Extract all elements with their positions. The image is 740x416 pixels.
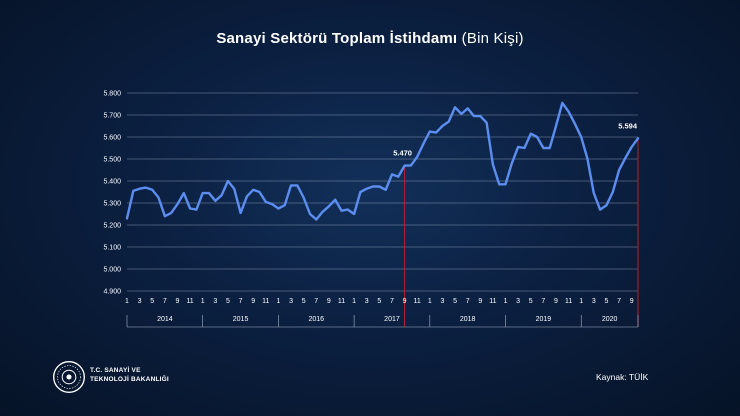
y-tick-label: 5.200 — [103, 223, 121, 230]
y-tick-label: 5.100 — [103, 245, 121, 252]
ministry-name: T.C. SANAYİ VE TEKNOLOJİ BAKANLIĞI — [90, 366, 169, 384]
x-tick-label: 9 — [176, 298, 180, 305]
data-label: 5.594 — [618, 121, 638, 130]
year-label: 2017 — [384, 316, 400, 323]
x-tick-label: 9 — [327, 298, 331, 305]
y-tick-label: 5.500 — [103, 157, 121, 164]
chart-title: Sanayi Sektörü Toplam İstihdamı (Bin Kiş… — [0, 30, 740, 47]
x-tick-label: 5 — [302, 298, 306, 305]
x-tick-label: 7 — [390, 298, 394, 305]
x-tick-label: 7 — [314, 298, 318, 305]
x-tick-label: 7 — [466, 298, 470, 305]
x-tick-label: 1 — [201, 298, 205, 305]
x-tick-label: 5 — [605, 298, 609, 305]
y-tick-label: 5.600 — [103, 135, 121, 142]
x-tick-label: 3 — [516, 298, 520, 305]
y-tick-label: 5.400 — [103, 179, 121, 186]
data-label: 5.470 — [393, 149, 412, 158]
series-line — [125, 101, 640, 221]
x-tick-label: 7 — [617, 298, 621, 305]
x-tick-label: 1 — [428, 298, 432, 305]
source-note: Kaynak: TÜİK — [596, 372, 649, 382]
x-tick-label: 9 — [478, 298, 482, 305]
ministry-name-line2: TEKNOLOJİ BAKANLIĞI — [90, 376, 169, 383]
x-tick-label: 1 — [579, 298, 583, 305]
series-lines — [125, 101, 640, 221]
x-tick-label: 3 — [289, 298, 293, 305]
y-tick-label: 5.800 — [103, 91, 121, 98]
x-tick-label: 9 — [403, 298, 407, 305]
x-tick-label: 5 — [453, 298, 457, 305]
x-tick-label: 9 — [554, 298, 558, 305]
x-tick-label: 7 — [163, 298, 167, 305]
x-tick-label: 11 — [262, 298, 269, 305]
y-tick-label: 4.900 — [103, 289, 121, 296]
x-tick-label: 7 — [541, 298, 545, 305]
y-tick-label: 5.000 — [103, 267, 121, 274]
x-tick-label: 3 — [440, 298, 444, 305]
reference-markers — [404, 138, 639, 327]
chart-title-main: Sanayi Sektörü Toplam İstihdamı — [216, 30, 458, 47]
year-label: 2014 — [157, 316, 173, 323]
year-label: 2015 — [233, 316, 249, 323]
x-tick-label: 3 — [213, 298, 217, 305]
x-tick-label: 5 — [226, 298, 230, 305]
x-tick-label: 11 — [565, 298, 572, 305]
x-tick-label: 5 — [529, 298, 533, 305]
year-label: 2018 — [460, 316, 476, 323]
x-tick-label: 7 — [239, 298, 243, 305]
x-tick-label: 11 — [338, 298, 345, 305]
y-axis-tick-labels: 4.900 5.000 5.100 5.200 5.300 5.400 5.500 5.600… — [103, 91, 121, 296]
ministry-emblem-icon — [53, 361, 85, 393]
x-tick-label: 3 — [365, 298, 369, 305]
x-tick-label: 11 — [414, 298, 421, 305]
x-tick-label: 9 — [630, 298, 634, 305]
y-tick-label: 5.700 — [103, 113, 121, 120]
chart-title-unit: (Bin Kişi) — [461, 30, 524, 47]
x-tick-label: 9 — [251, 298, 255, 305]
ministry-name-line1: T.C. SANAYİ VE — [90, 367, 141, 374]
x-tick-label: 11 — [186, 298, 193, 305]
x-tick-label: 11 — [489, 298, 496, 305]
x-tick-label: 1 — [352, 298, 356, 305]
year-label: 2019 — [536, 316, 552, 323]
y-tick-label: 5.300 — [103, 201, 121, 208]
x-tick-label: 1 — [276, 298, 280, 305]
year-label: 2020 — [602, 316, 618, 323]
year-label: 2016 — [308, 316, 324, 323]
x-tick-label: 5 — [377, 298, 381, 305]
x-tick-label: 3 — [592, 298, 596, 305]
data-annotations: 5.470 5.594 — [393, 121, 638, 157]
x-tick-label: 5 — [150, 298, 154, 305]
x-tick-label: 3 — [138, 298, 142, 305]
x-tick-label: 1 — [504, 298, 508, 305]
x-tick-label: 1 — [125, 298, 129, 305]
